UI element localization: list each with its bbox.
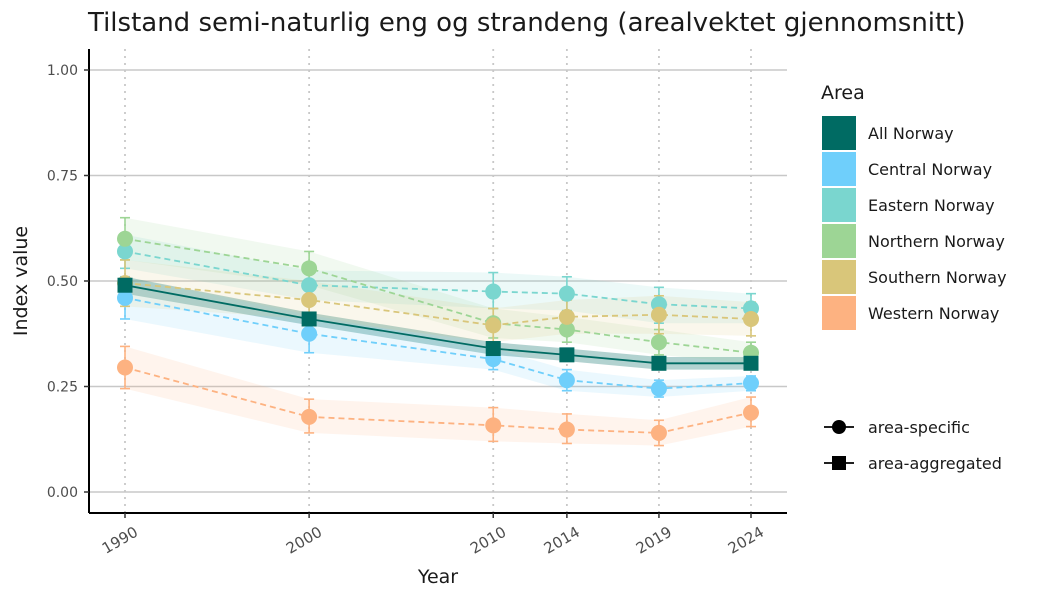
axes — [84, 49, 787, 518]
series-lines — [124, 237, 752, 434]
marker-all-norway-2014 — [559, 347, 575, 363]
band-eastern-norway — [125, 234, 751, 324]
marker-western-norway-1990 — [117, 359, 133, 376]
marker-southern-norway-2010 — [485, 317, 502, 334]
marker-all-norway-2024 — [743, 355, 759, 371]
marker-central-norway-2019 — [650, 380, 667, 397]
legend-label-all-norway: All Norway — [868, 124, 954, 143]
marker-southern-norway-2024 — [743, 310, 759, 327]
marker-eastern-norway-2000 — [301, 277, 318, 294]
x-tick-label: 2024 — [725, 523, 767, 558]
legend-shape-circle — [832, 420, 846, 434]
marker-southern-norway-2000 — [301, 291, 318, 308]
y-tick-label: 0.75 — [47, 169, 78, 185]
x-tick-label: 1990 — [99, 523, 141, 558]
y-tick-label: 0.25 — [47, 380, 78, 396]
legend-swatch-eastern-norway — [822, 188, 856, 222]
y-axis-title: Index value — [10, 226, 32, 336]
line-eastern-norway — [124, 250, 752, 310]
legend-shape-entries: area-specific area-aggregated — [824, 418, 1002, 473]
line-all-norway — [124, 284, 751, 365]
legend-swatch-northern-norway — [822, 224, 856, 258]
legend-label-eastern-norway: Eastern Norway — [868, 196, 995, 215]
marker-all-norway-2019 — [651, 355, 667, 371]
marker-central-norway-2014 — [558, 372, 575, 389]
marker-northern-norway-2014 — [558, 321, 575, 338]
legend-shape-label-0: area-specific — [868, 418, 970, 437]
marker-eastern-norway-2010 — [485, 283, 502, 300]
marker-southern-norway-2019 — [650, 306, 667, 323]
marker-all-norway-2010 — [485, 341, 501, 357]
x-tick-label: 2014 — [541, 523, 583, 558]
marker-northern-norway-2000 — [301, 260, 318, 277]
marker-eastern-norway-1990 — [117, 243, 133, 260]
band-western-norway — [125, 346, 751, 446]
x-axis-title: Year — [417, 566, 458, 588]
legend: Area All Norway Central Norway Eastern Nor… — [821, 82, 1007, 473]
marker-northern-norway-2019 — [650, 334, 667, 351]
series-markers — [117, 230, 759, 441]
x-tick-label: 2019 — [633, 523, 675, 558]
marker-all-norway-1990 — [117, 277, 133, 293]
band-central-norway — [125, 276, 751, 398]
marker-southern-norway-2014 — [558, 308, 575, 325]
x-tick-label: 2000 — [283, 523, 325, 558]
marker-western-norway-2024 — [743, 404, 759, 421]
marker-western-norway-2019 — [650, 424, 667, 441]
y-tick-label: 0.00 — [47, 485, 78, 501]
marker-eastern-norway-2014 — [558, 285, 575, 302]
legend-label-northern-norway: Northern Norway — [868, 232, 1005, 251]
band-northern-norway — [125, 217, 751, 364]
band-all-norway — [125, 276, 751, 370]
legend-swatch-southern-norway — [822, 260, 856, 294]
band-southern-norway — [125, 259, 751, 343]
marker-western-norway-2014 — [558, 421, 575, 438]
line-western-norway — [124, 366, 752, 434]
legend-color-entries: All Norway Central Norway Eastern Norway No… — [822, 116, 1007, 330]
legend-shape-square — [832, 456, 846, 470]
legend-label-southern-norway: Southern Norway — [868, 268, 1007, 287]
line-northern-norway — [124, 237, 752, 354]
legend-swatch-western-norway — [822, 296, 856, 330]
marker-western-norway-2010 — [485, 417, 502, 434]
y-tick-label: 0.50 — [47, 274, 78, 290]
marker-central-norway-2024 — [743, 375, 759, 392]
confidence-bands — [125, 217, 751, 446]
marker-central-norway-1990 — [117, 289, 133, 306]
marker-all-norway-2000 — [301, 311, 317, 327]
legend-title: Area — [821, 82, 865, 104]
line-central-norway — [124, 296, 752, 390]
legend-swatch-all-norway — [822, 116, 856, 150]
y-tick-label: 1.00 — [47, 63, 78, 79]
marker-northern-norway-1990 — [117, 230, 133, 247]
x-tick-label: 2010 — [467, 523, 509, 558]
marker-western-norway-2000 — [301, 408, 318, 425]
legend-label-western-norway: Western Norway — [868, 304, 999, 323]
legend-shape-label-1: area-aggregated — [868, 454, 1002, 473]
legend-label-central-norway: Central Norway — [868, 160, 992, 179]
chart-title: Tilstand semi-naturlig eng og strandeng … — [87, 8, 966, 38]
marker-central-norway-2000 — [301, 325, 318, 342]
legend-swatch-central-norway — [822, 152, 856, 186]
line-southern-norway — [124, 282, 752, 327]
